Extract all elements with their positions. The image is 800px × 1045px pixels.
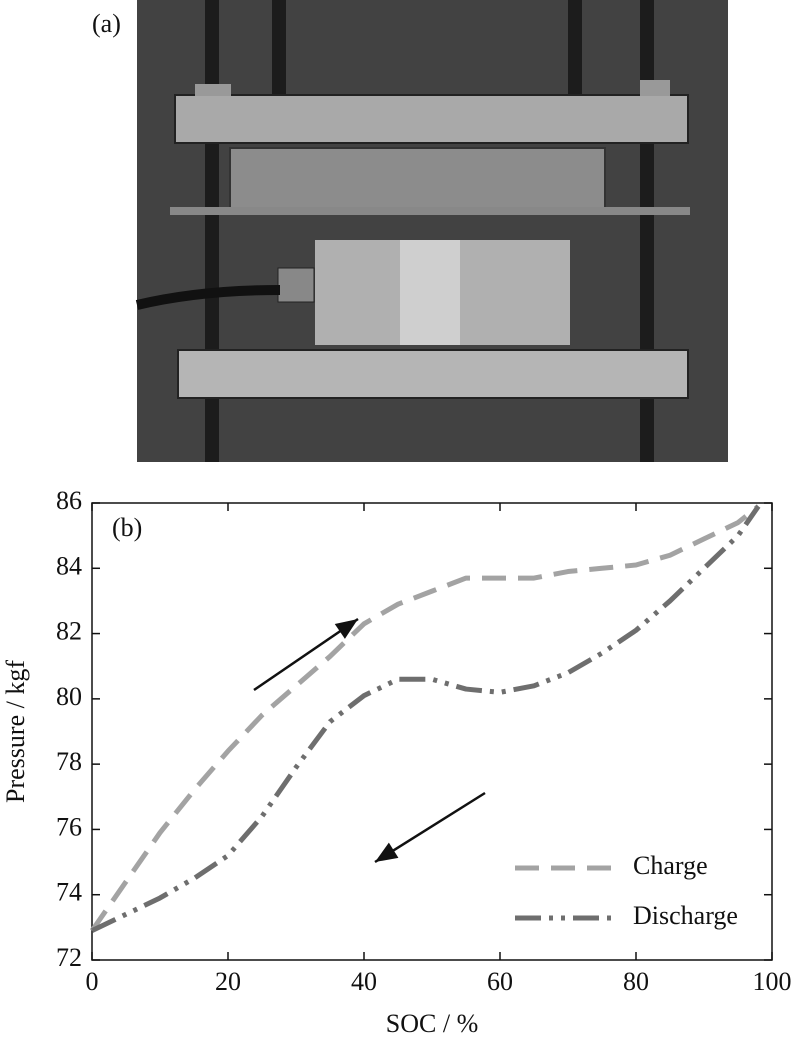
x-tick-label: 0: [86, 967, 99, 996]
data-line: [89, 504, 760, 933]
panel-label: (a): [92, 9, 121, 38]
x-tick-label: 40: [351, 967, 377, 996]
y-tick-label: 78: [56, 747, 82, 776]
plot-frame: [91, 502, 773, 961]
legend-label: Charge: [633, 851, 708, 880]
y-tick-label: 86: [56, 486, 82, 515]
arrow-head: [334, 619, 358, 639]
y-tick-label: 80: [56, 682, 82, 711]
y-tick-label: 84: [56, 551, 82, 580]
x-tick-label: 80: [623, 967, 649, 996]
y-tick-label: 76: [56, 812, 82, 841]
legend-label: Discharge: [633, 901, 738, 930]
y-tick-label: 72: [56, 943, 82, 972]
panel-label: (b): [112, 513, 142, 542]
y-tick-label: 82: [56, 617, 82, 646]
chart: 0 20 40 60 80 100 72 74 76 78 80 82 84 86 SOC / % Press…: [1, 486, 792, 1038]
data-line: [90, 504, 761, 933]
arrow-head: [375, 842, 399, 862]
photo: [135, 0, 728, 462]
x-tick-label: 20: [215, 967, 241, 996]
x-tick-label: 60: [487, 967, 513, 996]
y-tick-label: 74: [56, 878, 82, 907]
x-axis-label: SOC / %: [386, 1009, 478, 1038]
y-axis-label: Pressure / kgf: [1, 660, 30, 803]
x-tick-label: 100: [753, 967, 792, 996]
